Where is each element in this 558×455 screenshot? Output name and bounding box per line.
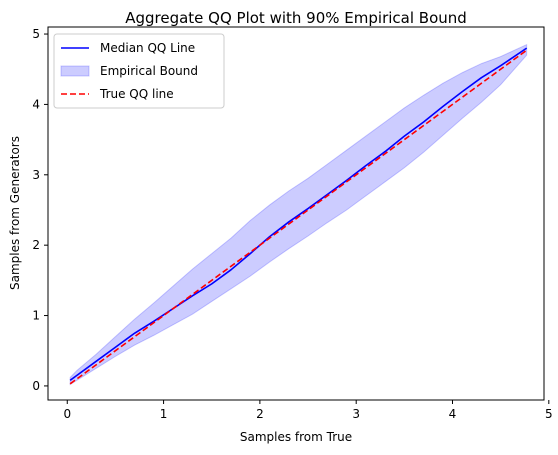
legend-box xyxy=(53,33,225,109)
legend-swatch-area xyxy=(60,65,90,77)
x-tick-label: 4 xyxy=(449,407,457,421)
y-tick-label: 4 xyxy=(32,97,40,111)
axis-ticks: 0 1 2 3 4 5 0 1 2 3 4 5 xyxy=(32,27,552,421)
y-tick-label: 5 xyxy=(32,27,40,41)
x-tick-label: 5 xyxy=(545,407,553,421)
x-tick-label: 0 xyxy=(63,407,71,421)
x-tick-label: 1 xyxy=(160,407,168,421)
axes-frame xyxy=(47,26,545,401)
legend: Median QQ Line Empirical Bound True QQ lin… xyxy=(53,33,225,109)
true-qq-line xyxy=(69,49,528,385)
plot-area xyxy=(69,43,528,386)
x-tick-label: 2 xyxy=(256,407,264,421)
y-tick-label: 3 xyxy=(32,168,40,182)
x-axis-label: Samples from True xyxy=(240,430,352,444)
legend-label: True QQ line xyxy=(99,87,174,101)
y-axis-label: Samples from Generators xyxy=(8,136,22,290)
chart-title: Aggregate QQ Plot with 90% Empirical Bou… xyxy=(125,9,467,27)
legend-label: Median QQ Line xyxy=(100,41,195,55)
median-qq-line xyxy=(69,47,528,381)
x-tick-label: 3 xyxy=(352,407,360,421)
y-tick-label: 0 xyxy=(32,379,40,393)
legend-label: Empirical Bound xyxy=(100,64,198,78)
y-tick-label: 2 xyxy=(32,238,40,252)
y-tick-label: 1 xyxy=(32,309,40,323)
